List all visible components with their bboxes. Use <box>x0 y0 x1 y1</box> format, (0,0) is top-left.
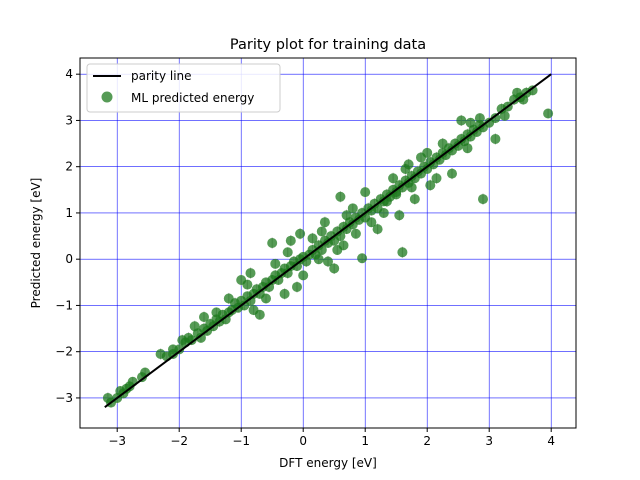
scatter-point <box>462 143 473 154</box>
scatter-point <box>425 180 436 191</box>
legend: parity line ML predicted energy <box>86 63 281 113</box>
scatter-point <box>490 133 501 144</box>
scatter-point <box>211 307 222 318</box>
scatter-point <box>465 117 476 128</box>
scatter-point <box>400 164 411 174</box>
scatter-point <box>282 247 293 258</box>
parity-line <box>104 73 552 408</box>
scatter-point <box>499 110 510 121</box>
scatter-point <box>292 281 302 292</box>
y-tick-label: 3 <box>65 113 73 127</box>
scatter-point <box>295 228 306 239</box>
plot-area: −3 −2 −1 0 1 2 3 4 −3 −2 −1 0 1 2 3 4 <box>55 57 577 448</box>
chart-title: Parity plot for training data <box>230 37 426 53</box>
scatter-point <box>267 238 278 248</box>
scatter-point <box>199 312 209 322</box>
scatter-point <box>316 226 327 237</box>
y-tick-label: 2 <box>65 160 73 174</box>
scatter-point <box>394 210 405 221</box>
scatter-point <box>372 224 383 235</box>
scatter-points <box>102 85 554 408</box>
scatter-point <box>527 85 538 96</box>
scatter-point <box>357 253 368 264</box>
scatter-point <box>338 240 349 251</box>
y-axis-label: Predicted energy [eV] <box>29 178 43 309</box>
scatter-point <box>242 279 253 290</box>
scatter-point <box>248 305 259 316</box>
scatter-point <box>350 228 361 239</box>
scatter-point <box>307 233 318 244</box>
legend-box <box>86 63 281 113</box>
scatter-point <box>270 258 281 269</box>
grid-lines <box>80 58 576 428</box>
scatter-point <box>456 115 467 126</box>
scatter-point <box>195 332 206 343</box>
x-tick-label: 1 <box>361 434 369 448</box>
scatter-point <box>341 210 352 221</box>
legend-parity-line-label: parity line <box>131 69 192 83</box>
x-tick-label: 4 <box>547 434 555 448</box>
legend-ml-label: ML predicted energy <box>131 91 254 105</box>
y-tick-label: −1 <box>55 298 73 312</box>
scatter-point <box>168 344 178 355</box>
x-tick-label: 2 <box>423 434 431 448</box>
x-axis-label: DFT energy [eV] <box>279 456 377 470</box>
scatter-point <box>186 335 197 346</box>
scatter-point <box>223 293 234 304</box>
scatter-point <box>313 254 324 265</box>
scatter-point <box>245 268 256 279</box>
scatter-point <box>329 263 340 274</box>
parity-line-layer <box>104 73 552 408</box>
scatter-point <box>189 321 200 332</box>
scatter-point <box>431 173 442 184</box>
scatter-point <box>397 247 408 258</box>
scatter-point <box>323 256 333 267</box>
scatter-point <box>416 152 426 163</box>
x-tick-label: 3 <box>485 434 493 448</box>
y-tick-label: 4 <box>65 67 73 81</box>
scatter-point <box>347 203 358 214</box>
x-tick-label: 0 <box>299 434 307 448</box>
scatter-point <box>512 87 523 98</box>
y-tick-label: 1 <box>65 206 73 220</box>
y-tick-label: 0 <box>65 252 73 266</box>
x-tick-label: −1 <box>232 434 250 448</box>
scatter-point <box>366 217 377 228</box>
scatter-point <box>474 113 485 124</box>
scatter-point <box>285 235 296 246</box>
scatter-point <box>360 187 371 198</box>
scatter-point <box>298 270 309 281</box>
scatter-point <box>490 113 501 124</box>
scatter-point <box>261 293 271 304</box>
legend-ml-marker <box>101 91 113 103</box>
scatter-point <box>388 173 399 184</box>
y-tick-label: −2 <box>55 345 73 359</box>
x-tick-label: −3 <box>108 434 126 448</box>
scatter-point <box>378 207 389 218</box>
scatter-point <box>478 194 488 205</box>
y-tick-label: −3 <box>55 391 73 405</box>
scatter-point <box>406 182 417 193</box>
x-tick-label: −2 <box>170 434 188 448</box>
scatter-point <box>437 138 448 149</box>
scatter-point <box>543 108 554 119</box>
scatter-point <box>319 217 330 228</box>
scatter-point <box>335 191 346 202</box>
plot-frame <box>79 57 577 429</box>
scatter-point <box>279 288 290 299</box>
axis-ticks: −3 −2 −1 0 1 2 3 4 −3 −2 −1 0 1 2 3 4 <box>55 67 555 448</box>
scatter-point <box>447 168 457 179</box>
scatter-point <box>409 194 420 205</box>
